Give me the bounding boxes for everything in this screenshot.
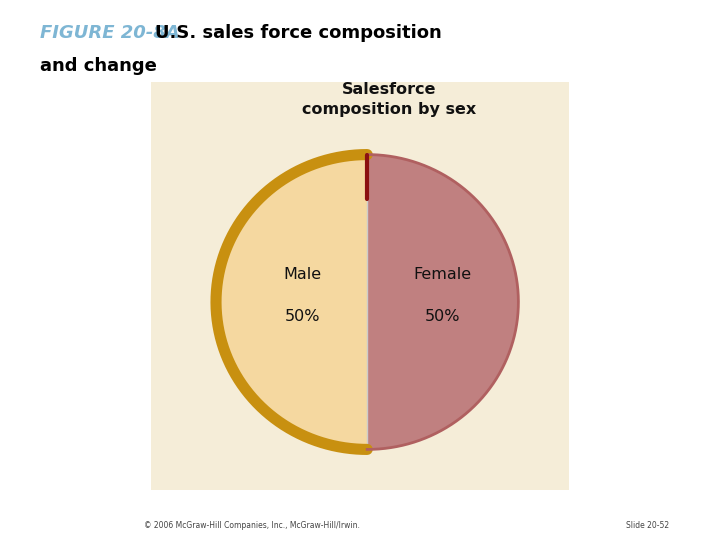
Polygon shape [367, 154, 518, 449]
Ellipse shape [216, 154, 518, 449]
Text: U.S. sales force composition: U.S. sales force composition [155, 24, 441, 42]
Text: Female: Female [413, 267, 471, 282]
Text: 50%: 50% [424, 308, 460, 323]
Text: © 2006 McGraw-Hill Companies, Inc., McGraw-Hill/Irwin.: © 2006 McGraw-Hill Companies, Inc., McGr… [144, 521, 360, 530]
Text: Male: Male [284, 267, 321, 282]
Text: FIGURE 20-8A: FIGURE 20-8A [40, 24, 179, 42]
Text: and change: and change [40, 57, 156, 75]
Text: 50%: 50% [284, 308, 320, 323]
Text: Salesforce
composition by sex: Salesforce composition by sex [302, 82, 476, 117]
Text: Slide 20-52: Slide 20-52 [626, 521, 670, 530]
